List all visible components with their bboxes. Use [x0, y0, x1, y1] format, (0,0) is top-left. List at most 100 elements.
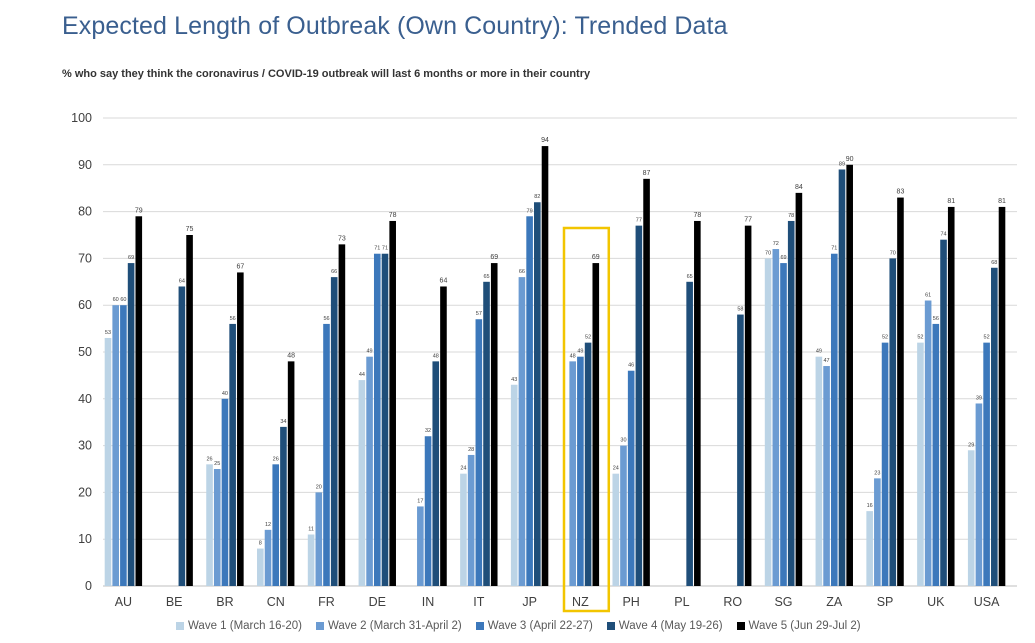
- data-label: 83: [897, 189, 905, 196]
- data-label: 84: [795, 184, 803, 191]
- bar: [643, 178, 650, 586]
- data-label: 72: [773, 241, 779, 247]
- chart-subtitle: % who say they think the coronavirus / C…: [62, 68, 591, 80]
- bar: [967, 450, 975, 586]
- data-label: 26: [206, 456, 212, 462]
- bar: [358, 380, 366, 586]
- data-label: 81: [998, 198, 1006, 205]
- bar: [330, 277, 338, 586]
- data-label: 73: [338, 235, 346, 242]
- bar: [940, 239, 947, 586]
- x-tick-label: PL: [674, 595, 689, 609]
- data-label: 70: [890, 250, 896, 256]
- x-tick-label: AU: [115, 595, 132, 609]
- bar: [795, 192, 803, 586]
- bar: [178, 286, 186, 586]
- bar: [510, 384, 518, 586]
- bar: [483, 281, 490, 586]
- data-label: 82: [534, 194, 540, 200]
- data-label: 39: [976, 395, 982, 401]
- data-label: 57: [476, 311, 482, 317]
- legend-swatch: [736, 622, 745, 630]
- bar: [897, 197, 904, 586]
- legend-item: Wave 1 (March 16-20): [176, 620, 302, 632]
- bar: [287, 361, 295, 586]
- data-label: 49: [816, 349, 822, 355]
- data-label: 52: [882, 335, 888, 341]
- data-label: 87: [643, 170, 651, 177]
- legend-item: Wave 4 (May 19-26): [606, 620, 723, 632]
- x-tick-label: IN: [422, 595, 435, 609]
- data-label: 49: [367, 349, 373, 355]
- data-label: 47: [824, 358, 830, 364]
- bar: [264, 529, 272, 586]
- bar: [135, 216, 143, 586]
- data-label: 56: [230, 316, 236, 322]
- data-label: 79: [135, 207, 143, 214]
- y-tick-label: 0: [85, 579, 92, 593]
- data-label: 56: [323, 316, 329, 322]
- highlight-box: [562, 226, 611, 613]
- data-label: 60: [113, 297, 119, 303]
- data-label: 52: [585, 335, 591, 341]
- bar: [866, 511, 873, 586]
- legend-swatch: [315, 622, 324, 630]
- data-label: 66: [331, 269, 337, 275]
- x-tick-label: ZA: [826, 595, 843, 609]
- bar: [475, 319, 483, 586]
- bar: [686, 281, 693, 586]
- data-label: 24: [460, 466, 466, 472]
- bar: [577, 356, 584, 586]
- x-tick-label: UK: [927, 595, 945, 609]
- x-tick-label: PH: [622, 595, 639, 609]
- x-tick-label: NZ: [572, 595, 589, 609]
- data-label: 44: [359, 372, 365, 378]
- bar: [764, 258, 772, 586]
- data-label: 48: [287, 352, 295, 359]
- legend-item: Wave 5 (Jun 29-Jul 2): [736, 620, 861, 632]
- data-label: 77: [744, 217, 752, 224]
- y-tick-label: 40: [78, 392, 92, 406]
- x-tick-label: SG: [774, 595, 792, 609]
- bar: [257, 548, 264, 586]
- data-label: 66: [519, 269, 525, 275]
- bar: [127, 263, 135, 586]
- data-label: 65: [687, 274, 693, 280]
- bar: [206, 464, 213, 586]
- legend-label: Wave 2 (March 31-April 2): [327, 620, 462, 632]
- data-label: 71: [382, 246, 388, 252]
- data-label: 24: [613, 466, 619, 472]
- bar: [635, 225, 643, 586]
- data-label: 78: [788, 213, 794, 219]
- bar: [323, 323, 330, 586]
- data-label: 30: [620, 438, 626, 444]
- bar: [737, 314, 744, 586]
- x-tick-label: JP: [522, 595, 537, 609]
- data-label: 69: [592, 254, 600, 261]
- legend-swatch: [176, 622, 184, 630]
- data-label: 70: [765, 250, 771, 256]
- legend-label: Wave 4 (May 19-26): [618, 620, 723, 632]
- data-label: 64: [440, 277, 448, 284]
- data-label: 40: [222, 391, 228, 397]
- bar: [467, 454, 475, 586]
- bar: [694, 220, 701, 586]
- bar: [823, 366, 830, 586]
- data-label: 16: [867, 503, 873, 509]
- legend-swatch: [606, 622, 615, 630]
- legend-label: Wave 1 (March 16-20): [188, 620, 302, 632]
- bar: [417, 506, 424, 586]
- data-label: 77: [636, 218, 642, 224]
- bar: [947, 206, 955, 587]
- data-label: 49: [577, 349, 583, 355]
- bar: [932, 323, 940, 586]
- bar: [541, 146, 549, 586]
- data-label: 28: [468, 447, 474, 453]
- bar: [874, 478, 881, 586]
- y-tick-label: 80: [78, 205, 92, 219]
- data-label: 34: [280, 419, 286, 425]
- bar: [998, 206, 1006, 587]
- bar: [627, 370, 635, 586]
- bar: [307, 534, 315, 586]
- data-label: 32: [425, 428, 431, 434]
